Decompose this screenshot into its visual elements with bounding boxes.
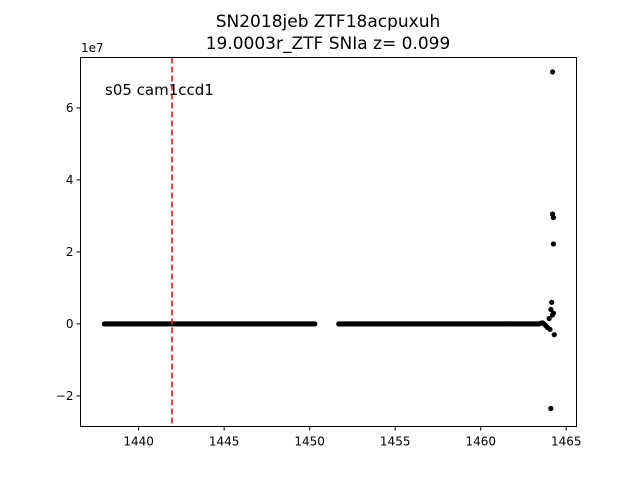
x-tick-label: 1460 xyxy=(465,435,496,449)
plot-frame xyxy=(80,57,577,427)
data-point xyxy=(312,321,318,327)
data-point xyxy=(547,326,553,332)
chart-annotation: s05 cam1ccd1 xyxy=(105,81,214,99)
chart-title-line1: SN2018jeb ZTF18acpuxuh xyxy=(216,12,441,32)
data-point xyxy=(548,405,554,412)
x-tick-label: 1455 xyxy=(380,435,411,449)
x-tick-label: 1465 xyxy=(551,435,582,449)
chart-title-line2: 19.0003r_ZTF SNIa z= 0.099 xyxy=(206,34,451,54)
data-point xyxy=(549,299,555,305)
y-tick-label: −2 xyxy=(56,389,74,403)
y-tick-label: 4 xyxy=(66,173,74,187)
x-tick-label: 1450 xyxy=(294,435,325,449)
y-scale-label: 1e7 xyxy=(81,41,104,55)
data-point xyxy=(549,69,556,75)
data-point xyxy=(550,310,557,316)
y-tick-label: 6 xyxy=(66,101,74,115)
plot-layer: 1440 1445 1450 1455 1460 1465 −2 0 2 4 6 xyxy=(56,57,582,449)
y-tick-label: 2 xyxy=(66,245,74,259)
data-point xyxy=(548,306,554,313)
x-tick-label: 1440 xyxy=(123,435,154,449)
y-tick-label: 0 xyxy=(66,317,74,331)
data-point xyxy=(550,215,557,221)
x-tick-label: 1445 xyxy=(209,435,240,449)
data-point xyxy=(550,241,557,247)
data-point xyxy=(551,332,557,338)
data-point xyxy=(546,315,552,322)
